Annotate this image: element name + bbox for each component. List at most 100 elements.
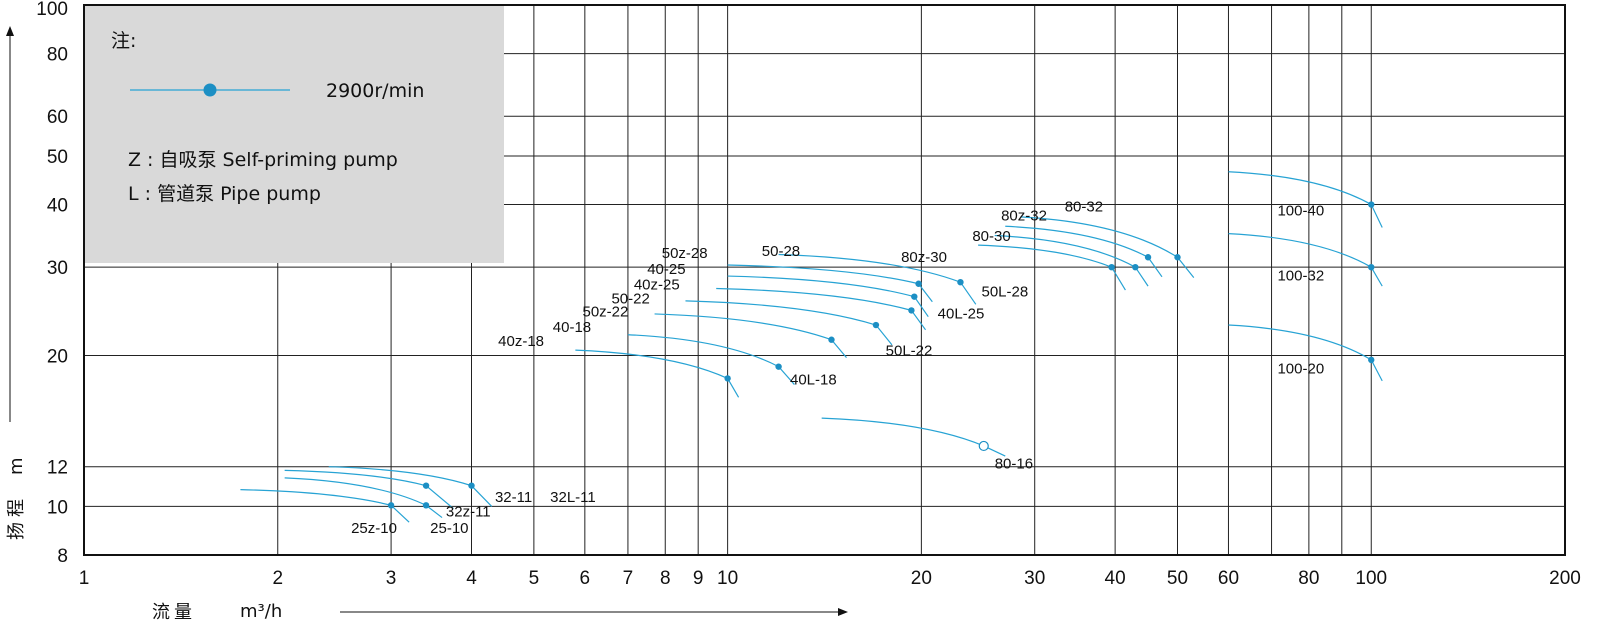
x-tick-label: 200 bbox=[1549, 568, 1581, 589]
curve-label: 80z-32 bbox=[1001, 207, 1047, 224]
duty-point bbox=[872, 321, 880, 329]
curve-label: 50-28 bbox=[762, 243, 800, 260]
pump-curve bbox=[978, 244, 1126, 291]
curve-label: 80z-30 bbox=[901, 249, 947, 266]
x-tick-label: 5 bbox=[529, 568, 540, 589]
curve-label: 32z-11 bbox=[446, 503, 491, 520]
y-tick-label: 60 bbox=[47, 107, 68, 128]
y-tick-label: 40 bbox=[47, 196, 68, 217]
legend: 注: 2900r/min Z : 自吸泵 Self-priming pump L… bbox=[84, 5, 504, 263]
legend-note-self-priming: Z : 自吸泵 Self-priming pump bbox=[128, 149, 398, 171]
duty-point bbox=[908, 307, 915, 314]
pump-curve bbox=[727, 275, 929, 318]
duty-point bbox=[1132, 263, 1139, 271]
x-tick-label: 50 bbox=[1167, 568, 1188, 589]
x-axis-title: 流量 m³/h bbox=[152, 601, 848, 623]
x-tick-label: 2 bbox=[272, 568, 283, 589]
y-axis-arrow-head bbox=[6, 26, 14, 36]
legend-entry-speed: 2900r/min bbox=[326, 80, 424, 102]
curve-label: 40-25 bbox=[647, 261, 685, 278]
duty-point bbox=[915, 280, 922, 287]
curve-label: 80-16 bbox=[995, 456, 1033, 473]
duty-point bbox=[1144, 254, 1152, 261]
x-tick-label: 4 bbox=[466, 568, 477, 589]
pump-curve bbox=[284, 469, 454, 510]
pump-curve bbox=[778, 253, 977, 305]
x-tick-label: 3 bbox=[386, 568, 397, 589]
x-tick-label: 6 bbox=[580, 568, 591, 589]
curve-label: 50z-22 bbox=[582, 304, 628, 321]
x-tick-label: 60 bbox=[1218, 568, 1239, 589]
plot-frame bbox=[83, 4, 1566, 556]
x-tick-label: 20 bbox=[911, 568, 932, 589]
curve-label: 100-32 bbox=[1277, 268, 1324, 285]
x-tick-labels: 1 2 3 4 5 6 7 8 9 10 20 30 40 50 60 80 100 200 bbox=[79, 568, 1581, 589]
curve-label: 40z-25 bbox=[634, 276, 680, 293]
duty-point bbox=[1368, 263, 1375, 271]
duty-point bbox=[911, 293, 918, 300]
x-axis-label: 流量 bbox=[152, 602, 196, 623]
duty-point bbox=[422, 502, 430, 509]
curve-label: 40L-25 bbox=[938, 306, 985, 323]
legend-point-sample bbox=[203, 83, 217, 97]
y-axis-unit: m bbox=[6, 457, 27, 475]
curve-label: 80-32 bbox=[1065, 199, 1103, 216]
curve-label: 50L-22 bbox=[886, 342, 933, 359]
legend-title: 注: bbox=[111, 30, 136, 52]
legend-background bbox=[84, 5, 504, 263]
duty-point bbox=[775, 363, 782, 370]
pump-curve bbox=[1020, 216, 1195, 278]
pump-curve bbox=[716, 287, 927, 331]
pump-curve bbox=[1228, 324, 1383, 382]
duty-point bbox=[1174, 254, 1181, 261]
curve-label: 25z-10 bbox=[351, 520, 397, 537]
pump-curve bbox=[685, 300, 893, 346]
legend-note-pipe-pump: L : 管道泵 Pipe pump bbox=[128, 183, 321, 205]
x-tick-label: 10 bbox=[717, 568, 738, 589]
y-tick-label: 20 bbox=[47, 346, 68, 367]
x-tick-label: 7 bbox=[623, 568, 634, 589]
curve-label: 40-18 bbox=[553, 319, 591, 336]
pump-curve bbox=[1228, 171, 1383, 228]
x-axis-unit: m³/h bbox=[240, 601, 282, 622]
pump-curve bbox=[284, 477, 443, 519]
y-tick-label: 8 bbox=[57, 546, 68, 567]
pump-curve bbox=[575, 349, 740, 398]
curve-label: 100-20 bbox=[1277, 361, 1324, 378]
duty-point bbox=[1368, 356, 1375, 364]
pump-curve bbox=[821, 417, 1006, 457]
duty-point bbox=[1368, 201, 1375, 208]
y-tick-label: 12 bbox=[47, 458, 68, 479]
duty-point bbox=[828, 336, 835, 343]
pump-curve bbox=[654, 313, 847, 359]
curve-label: 50z-28 bbox=[662, 245, 708, 262]
duty-point bbox=[422, 482, 430, 489]
duty-point bbox=[1108, 263, 1115, 271]
pump-curve bbox=[1228, 233, 1383, 287]
pump-curve bbox=[994, 234, 1149, 287]
curve-label: 50-22 bbox=[611, 290, 649, 307]
duty-point bbox=[957, 278, 964, 286]
y-axis-label: 扬程 bbox=[6, 494, 27, 540]
plot-border bbox=[83, 4, 1566, 556]
curve-label: 32-11 bbox=[495, 489, 532, 506]
y-axis-title: 扬程 m bbox=[6, 26, 27, 540]
x-axis-arrow-head bbox=[838, 608, 848, 616]
pump-curve bbox=[627, 334, 795, 385]
y-tick-label: 80 bbox=[47, 45, 68, 66]
x-tick-label: 8 bbox=[660, 568, 671, 589]
duty-points bbox=[387, 201, 1375, 509]
curve-label: 40L-18 bbox=[790, 372, 837, 389]
curve-label: 50L-28 bbox=[982, 284, 1029, 301]
x-tick-label: 30 bbox=[1024, 568, 1045, 589]
x-tick-label: 40 bbox=[1105, 568, 1126, 589]
y-tick-label: 50 bbox=[47, 147, 68, 168]
pump-curve bbox=[240, 489, 410, 523]
x-tick-label: 1 bbox=[79, 568, 90, 589]
y-tick-labels: 8 10 12 20 30 40 50 60 80 100 bbox=[36, 0, 68, 567]
curve-label: 32L-11 bbox=[550, 489, 596, 506]
curve-label: 80-30 bbox=[972, 228, 1010, 245]
y-tick-label: 30 bbox=[47, 258, 68, 279]
